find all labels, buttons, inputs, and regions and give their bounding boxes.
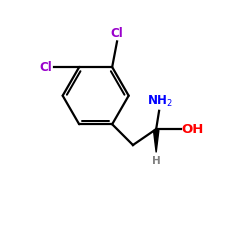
Text: NH$_2$: NH$_2$ bbox=[147, 94, 172, 109]
Polygon shape bbox=[154, 130, 159, 152]
Text: OH: OH bbox=[182, 123, 204, 136]
Text: H: H bbox=[152, 156, 160, 166]
Text: Cl: Cl bbox=[40, 60, 52, 74]
Text: Cl: Cl bbox=[111, 27, 124, 40]
